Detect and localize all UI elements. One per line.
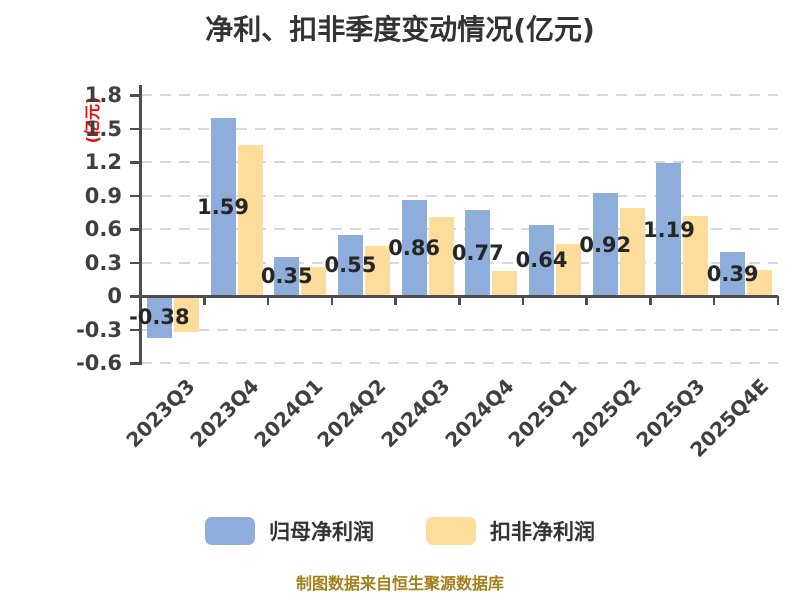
bar-net-profit bbox=[656, 163, 682, 296]
y-tick-label: 1.8 bbox=[84, 83, 122, 107]
x-tick-label: 2024Q4 bbox=[440, 374, 519, 453]
legend-item-net-profit: 归母净利润 bbox=[205, 516, 374, 546]
bar-value-label: 1.59 bbox=[197, 195, 249, 220]
bar-net-profit bbox=[401, 199, 427, 296]
legend-label-non-gaap-profit: 扣非净利润 bbox=[490, 520, 595, 544]
legend: 归母净利润 扣非净利润 bbox=[0, 516, 800, 546]
gridline bbox=[141, 362, 778, 364]
bar-value-label: 0.35 bbox=[260, 264, 313, 289]
gridline bbox=[141, 94, 778, 96]
gridline bbox=[141, 261, 778, 264]
x-axis-tick bbox=[394, 296, 397, 305]
y-tick-label: 0.6 bbox=[84, 217, 122, 241]
y-axis-tick bbox=[130, 161, 139, 164]
data-source-note: 制图数据来自恒生聚源数据库 bbox=[295, 574, 504, 593]
y-tick-label: -0.6 bbox=[76, 351, 122, 375]
bar-net-profit bbox=[274, 256, 300, 296]
x-axis-tick bbox=[458, 296, 461, 305]
y-tick-label: -0.3 bbox=[76, 317, 122, 342]
y-axis-tick bbox=[130, 261, 139, 264]
bar-value-label: 0.77 bbox=[451, 241, 504, 265]
bar-non-gaap-profit bbox=[173, 296, 199, 332]
x-tick-label: 2024Q2 bbox=[312, 374, 391, 453]
bar-non-gaap-profit bbox=[556, 243, 582, 296]
x-axis-tick bbox=[266, 296, 270, 305]
y-tick-label: 0 bbox=[107, 284, 122, 308]
x-tick-label: 2023Q4 bbox=[185, 374, 264, 453]
bar-net-profit bbox=[465, 210, 491, 296]
legend-item-non-gaap-profit: 扣非净利润 bbox=[426, 516, 595, 546]
plot-area: -0.38 1.59 0.35 0.55 0.86 0.77 0.64 0.92 1.19 0.3… bbox=[129, 94, 779, 364]
bar-non-gaap-profit bbox=[747, 270, 773, 296]
bar-non-gaap-profit bbox=[364, 245, 390, 296]
x-axis-tick bbox=[203, 296, 206, 305]
bar-non-gaap-profit bbox=[301, 266, 327, 296]
x-axis-tick bbox=[585, 296, 588, 305]
bar-net-profit bbox=[592, 193, 618, 296]
gridline bbox=[141, 161, 778, 163]
gridline bbox=[141, 194, 778, 197]
x-axis-tick bbox=[330, 296, 334, 305]
gridline bbox=[141, 127, 778, 130]
bar-value-label: 0.39 bbox=[706, 262, 759, 287]
y-tick-label: 0.9 bbox=[84, 183, 122, 208]
bar-value-label: 0.86 bbox=[388, 235, 441, 260]
x-axis-tick bbox=[776, 296, 779, 305]
y-axis-tick bbox=[130, 295, 139, 298]
y-axis-tick bbox=[130, 94, 139, 97]
bar-non-gaap-profit bbox=[619, 207, 645, 296]
bar-non-gaap-profit bbox=[428, 216, 454, 296]
bar-value-label: 1.19 bbox=[643, 217, 695, 242]
gridline bbox=[141, 328, 778, 331]
bar-value-label: 0.92 bbox=[579, 232, 632, 257]
x-tick-label: 2023Q3 bbox=[121, 374, 200, 453]
x-axis-tick bbox=[649, 296, 652, 305]
bar-net-profit bbox=[210, 118, 236, 296]
legend-label-net-profit: 归母净利润 bbox=[269, 520, 374, 544]
x-tick-label: 2024Q3 bbox=[376, 374, 455, 453]
x-tick-label: 2025Q1 bbox=[503, 374, 583, 453]
x-tick-label: 2025Q2 bbox=[567, 374, 646, 453]
gridline bbox=[141, 228, 778, 230]
y-tick-label: 1.2 bbox=[84, 150, 122, 174]
bar-net-profit bbox=[337, 234, 363, 296]
y-axis-tick bbox=[130, 362, 139, 365]
bar-non-gaap-profit bbox=[492, 271, 518, 296]
y-tick-label: 0.3 bbox=[84, 250, 122, 275]
bar-net-profit bbox=[720, 252, 746, 296]
y-tick-label: 1.5 bbox=[84, 116, 122, 141]
bar-non-gaap-profit bbox=[237, 145, 263, 296]
y-axis-tick bbox=[130, 194, 139, 197]
bar-value-label: -0.38 bbox=[129, 305, 190, 330]
bar-non-gaap-profit bbox=[683, 215, 709, 296]
chart-title: 净利、扣非季度变动情况(亿元) bbox=[205, 13, 595, 46]
bar-value-label: 0.64 bbox=[515, 248, 568, 273]
x-tick-label: 2024Q1 bbox=[249, 374, 328, 453]
y-axis-tick bbox=[130, 228, 139, 231]
y-axis-line bbox=[139, 85, 142, 365]
legend-swatch-blue bbox=[205, 517, 255, 545]
bar-net-profit bbox=[529, 224, 555, 296]
x-axis-tick bbox=[712, 296, 716, 305]
bar-value-label: 0.55 bbox=[324, 253, 377, 278]
y-axis-tick bbox=[130, 127, 139, 130]
bar-net-profit bbox=[146, 296, 172, 339]
legend-swatch-orange bbox=[426, 517, 476, 545]
x-axis-tick bbox=[521, 296, 525, 305]
y-axis-tick bbox=[130, 328, 139, 331]
